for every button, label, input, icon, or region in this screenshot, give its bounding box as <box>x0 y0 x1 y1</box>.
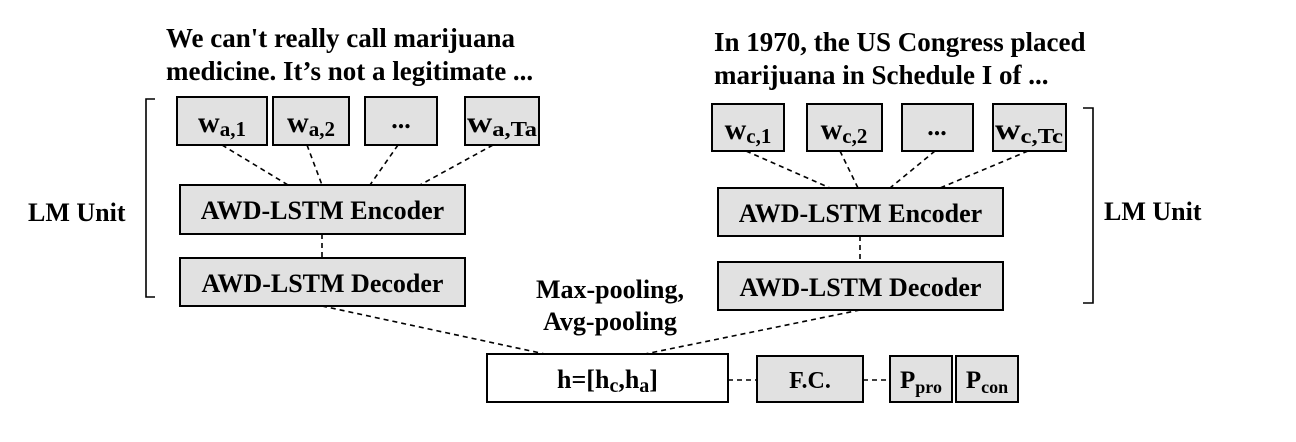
svg-text:F.C.: F.C. <box>789 368 831 394</box>
right-token-1: wc,1 <box>711 103 785 152</box>
left-token-2: wa,2 <box>272 96 350 146</box>
left-token-1: wa,1 <box>176 96 268 146</box>
left-connectors <box>221 144 546 355</box>
right-unit-label: LM Unit <box>1104 197 1202 226</box>
svg-text:AWD-LSTM Decoder: AWD-LSTM Decoder <box>202 269 444 298</box>
left-decoder: AWD-LSTM Decoder <box>179 257 466 307</box>
svg-text:h=[hc,ha]: h=[hc,ha] <box>557 365 658 397</box>
svg-text:wa,1: wa,1 <box>198 106 246 141</box>
token-base: w <box>725 113 747 146</box>
svg-text:Ppro: Ppro <box>900 367 942 397</box>
right-sentence-line2: marijuana in Schedule I of ... <box>714 60 1049 90</box>
pooling-label-line1: Max-pooling, <box>536 275 684 304</box>
token-subscript: a,1 <box>220 117 246 141</box>
p-con-box: Pcon <box>955 355 1019 403</box>
left-unit-label: LM Unit <box>28 198 126 227</box>
right-token-2: wc,2 <box>806 103 883 152</box>
left-token-ellipsis: ... <box>364 96 438 146</box>
token-subscript: c,2 <box>842 124 867 148</box>
svg-text:wc,2: wc,2 <box>821 113 868 148</box>
fc-layer-box: F.C. <box>756 355 864 403</box>
token-subscript: a,Ta <box>492 117 537 141</box>
svg-text:...: ... <box>927 112 947 141</box>
svg-text:AWD-LSTM Decoder: AWD-LSTM Decoder <box>740 273 982 302</box>
pooling-label-line2: Avg-pooling <box>543 307 677 336</box>
token-base: w <box>198 106 220 139</box>
right-token-ellipsis: ... <box>901 103 974 152</box>
svg-text:AWD-LSTM Encoder: AWD-LSTM Encoder <box>201 196 444 225</box>
right-token-last: w c,Tc <box>992 103 1067 152</box>
svg-text:wa,2: wa,2 <box>287 106 335 141</box>
token-base: w <box>821 113 843 146</box>
right-connectors <box>644 150 1029 355</box>
token-base: w <box>467 106 493 139</box>
svg-text:...: ... <box>391 105 411 134</box>
token-base: w <box>995 113 1021 146</box>
left-encoder: AWD-LSTM Encoder <box>179 184 466 235</box>
left-unit-bracket <box>145 98 155 298</box>
right-decoder: AWD-LSTM Decoder <box>717 261 1004 311</box>
right-sentence-line1: In 1970, the US Congress placed <box>714 27 1086 57</box>
svg-text:wc,Tc: w c,Tc <box>995 113 1063 148</box>
hidden-concat-box: h=[hc,ha] <box>486 353 729 403</box>
p-pro-box: Ppro <box>889 355 953 403</box>
svg-text:wa,Ta: w a,Ta <box>467 106 538 141</box>
svg-text:AWD-LSTM Encoder: AWD-LSTM Encoder <box>739 199 982 228</box>
token-subscript: c,Tc <box>1021 124 1063 148</box>
left-sentence-line2: medicine. It’s not a legitimate ... <box>166 56 533 86</box>
svg-text:Pcon: Pcon <box>966 367 1008 397</box>
svg-text:wc,1: wc,1 <box>725 113 772 148</box>
token-subscript: c,1 <box>746 124 771 148</box>
left-sentence-line1: We can't really call marijuana <box>166 23 515 53</box>
right-encoder: AWD-LSTM Encoder <box>717 187 1004 237</box>
token-subscript: a,2 <box>309 117 335 141</box>
token-base: w <box>287 106 309 139</box>
left-token-last: w a,Ta <box>464 96 540 146</box>
right-unit-bracket <box>1083 107 1094 304</box>
